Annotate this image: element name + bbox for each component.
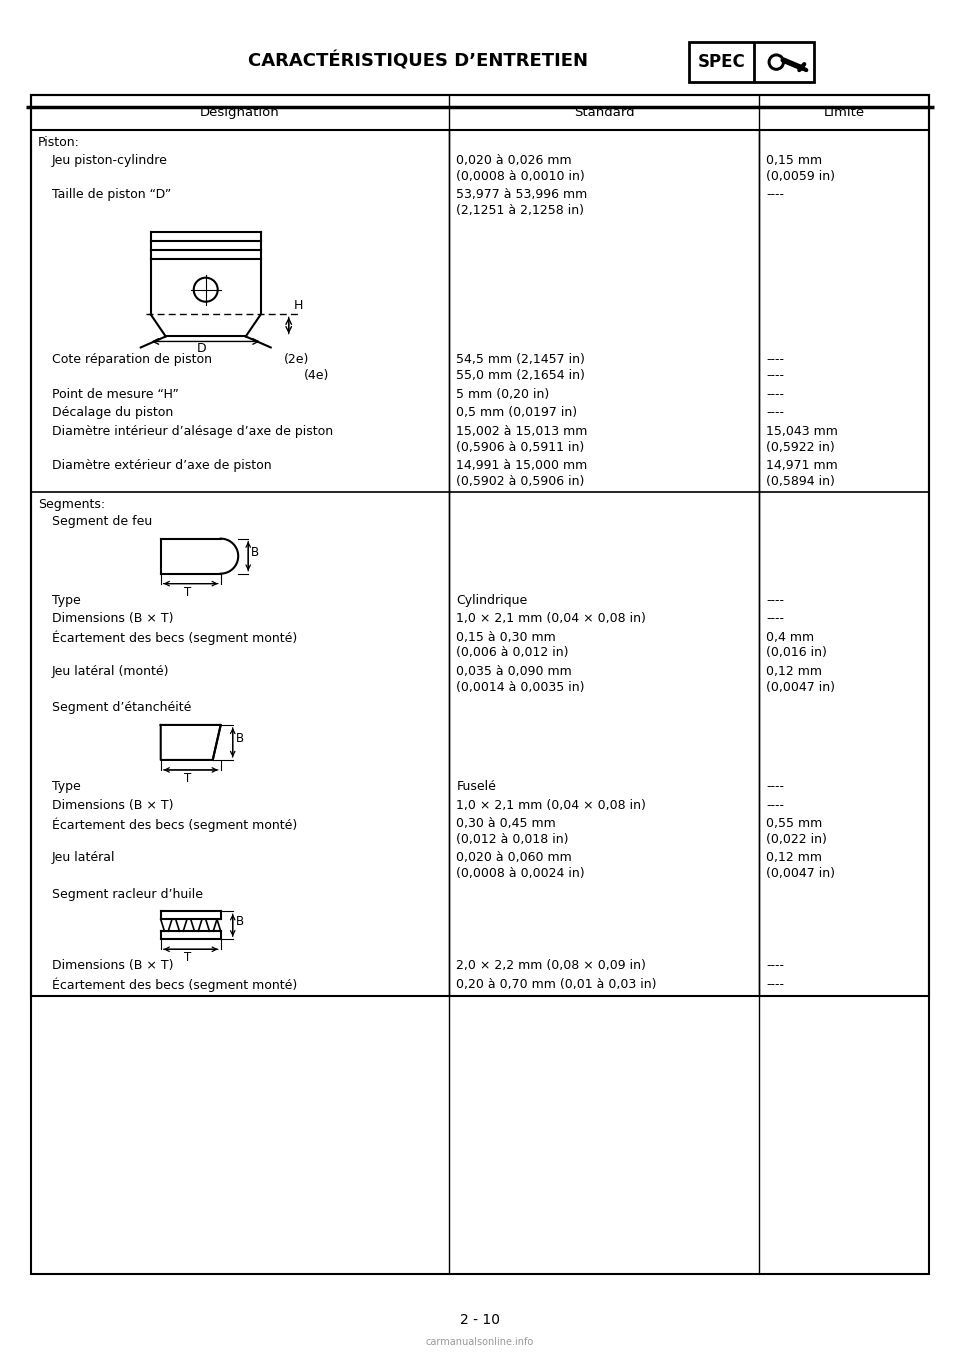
Text: 2,0 × 2,2 mm (0,08 × 0,09 in): 2,0 × 2,2 mm (0,08 × 0,09 in): [456, 959, 646, 972]
Text: 55,0 mm (2,1654 in): 55,0 mm (2,1654 in): [456, 369, 586, 382]
Text: Écartement des becs (segment monté): Écartement des becs (segment monté): [52, 818, 297, 831]
Text: (0,0047 in): (0,0047 in): [766, 866, 835, 880]
Text: SPEC: SPEC: [697, 53, 745, 71]
Text: 1,0 × 2,1 mm (0,04 × 0,08 in): 1,0 × 2,1 mm (0,04 × 0,08 in): [456, 612, 646, 625]
Text: ----: ----: [766, 959, 784, 972]
Text: Dimensions (B × T): Dimensions (B × T): [52, 799, 173, 812]
Text: ----: ----: [766, 779, 784, 793]
Text: 0,15 à 0,30 mm: 0,15 à 0,30 mm: [456, 631, 556, 644]
Text: T: T: [184, 771, 191, 785]
Text: H: H: [294, 300, 303, 312]
Text: 5 mm (0,20 in): 5 mm (0,20 in): [456, 387, 549, 401]
Text: Taille de piston “D”: Taille de piston “D”: [52, 189, 171, 201]
Text: 0,035 à 0,090 mm: 0,035 à 0,090 mm: [456, 665, 572, 678]
Text: 0,12 mm: 0,12 mm: [766, 665, 823, 678]
Text: Désignation: Désignation: [200, 106, 280, 120]
Text: 14,991 à 15,000 mm: 14,991 à 15,000 mm: [456, 459, 588, 473]
Text: 1,0 × 2,1 mm (0,04 × 0,08 in): 1,0 × 2,1 mm (0,04 × 0,08 in): [456, 799, 646, 812]
Text: Dimensions (B × T): Dimensions (B × T): [52, 959, 173, 972]
Circle shape: [771, 57, 781, 67]
Text: 0,020 à 0,026 mm: 0,020 à 0,026 mm: [456, 153, 572, 167]
Text: (2,1251 à 2,1258 in): (2,1251 à 2,1258 in): [456, 204, 585, 217]
Text: ----: ----: [766, 978, 784, 991]
Text: Segments:: Segments:: [37, 498, 105, 512]
Text: Type: Type: [52, 593, 81, 607]
Text: T: T: [184, 951, 191, 964]
Text: (2e): (2e): [284, 353, 309, 367]
Text: (0,5906 à 0,5911 in): (0,5906 à 0,5911 in): [456, 440, 585, 454]
Text: Limite: Limite: [824, 106, 865, 120]
Text: Jeu latéral: Jeu latéral: [52, 851, 115, 865]
Text: 0,12 mm: 0,12 mm: [766, 851, 823, 865]
Text: Décalage du piston: Décalage du piston: [52, 406, 173, 420]
Text: Segment d’étanchéité: Segment d’étanchéité: [52, 701, 191, 714]
Text: 0,5 mm (0,0197 in): 0,5 mm (0,0197 in): [456, 406, 577, 420]
Text: (0,0008 à 0,0010 in): (0,0008 à 0,0010 in): [456, 170, 585, 182]
Text: Cylindrique: Cylindrique: [456, 593, 528, 607]
Text: Type: Type: [52, 779, 81, 793]
Text: (0,5902 à 0,5906 in): (0,5902 à 0,5906 in): [456, 475, 585, 488]
Text: 54,5 mm (2,1457 in): 54,5 mm (2,1457 in): [456, 353, 586, 367]
Text: B: B: [236, 732, 244, 746]
Text: Piston:: Piston:: [37, 136, 80, 149]
Bar: [689, 42, 814, 81]
Text: (0,5922 in): (0,5922 in): [766, 440, 835, 454]
Text: 0,020 à 0,060 mm: 0,020 à 0,060 mm: [456, 851, 572, 865]
Text: Point de mesure “H”: Point de mesure “H”: [52, 387, 179, 401]
Text: 15,002 à 15,013 mm: 15,002 à 15,013 mm: [456, 425, 588, 437]
Text: ----: ----: [766, 353, 784, 367]
Text: (0,022 in): (0,022 in): [766, 832, 828, 846]
Text: 0,15 mm: 0,15 mm: [766, 153, 823, 167]
Text: 53,977 à 53,996 mm: 53,977 à 53,996 mm: [456, 189, 588, 201]
Text: Fuselé: Fuselé: [456, 779, 496, 793]
Text: (0,012 à 0,018 in): (0,012 à 0,018 in): [456, 832, 568, 846]
Text: Diamètre intérieur d’alésage d’axe de piston: Diamètre intérieur d’alésage d’axe de pi…: [52, 425, 333, 437]
Text: 14,971 mm: 14,971 mm: [766, 459, 838, 473]
Bar: [31, 95, 929, 1274]
Text: Dimensions (B × T): Dimensions (B × T): [52, 612, 173, 625]
Text: (0,0014 à 0,0035 in): (0,0014 à 0,0035 in): [456, 680, 585, 694]
Text: 0,30 à 0,45 mm: 0,30 à 0,45 mm: [456, 818, 556, 830]
Text: B: B: [252, 546, 259, 558]
Text: ----: ----: [766, 612, 784, 625]
Text: Écartement des becs (segment monté): Écartement des becs (segment monté): [52, 978, 297, 993]
Text: Jeu piston-cylindre: Jeu piston-cylindre: [52, 153, 168, 167]
Text: Standard: Standard: [574, 106, 635, 120]
Circle shape: [768, 54, 784, 71]
Text: (0,016 in): (0,016 in): [766, 646, 828, 660]
Text: 2 - 10: 2 - 10: [460, 1313, 500, 1327]
Text: Cote réparation de piston: Cote réparation de piston: [52, 353, 212, 367]
Text: 0,55 mm: 0,55 mm: [766, 818, 823, 830]
Text: CARACTÉRISTIQUES D’ENTRETIEN: CARACTÉRISTIQUES D’ENTRETIEN: [248, 52, 588, 71]
Text: (0,006 à 0,012 in): (0,006 à 0,012 in): [456, 646, 568, 660]
Text: (0,0059 in): (0,0059 in): [766, 170, 835, 182]
Text: ----: ----: [766, 593, 784, 607]
Text: ----: ----: [766, 189, 784, 201]
Text: (4e): (4e): [303, 369, 329, 382]
Text: ----: ----: [766, 406, 784, 420]
Text: Diamètre extérieur d’axe de piston: Diamètre extérieur d’axe de piston: [52, 459, 272, 473]
Text: (0,0047 in): (0,0047 in): [766, 680, 835, 694]
Text: (0,0008 à 0,0024 in): (0,0008 à 0,0024 in): [456, 866, 585, 880]
Text: carmanualsonline.info: carmanualsonline.info: [426, 1336, 534, 1347]
Text: T: T: [184, 585, 191, 599]
Text: 0,20 à 0,70 mm (0,01 à 0,03 in): 0,20 à 0,70 mm (0,01 à 0,03 in): [456, 978, 657, 991]
Text: Segment racleur d’huile: Segment racleur d’huile: [52, 888, 203, 900]
Text: Segment de feu: Segment de feu: [52, 515, 152, 528]
Text: 15,043 mm: 15,043 mm: [766, 425, 838, 437]
Text: B: B: [236, 915, 244, 928]
Text: ----: ----: [766, 387, 784, 401]
Bar: [31, 95, 929, 997]
Text: ----: ----: [766, 369, 784, 382]
Text: D: D: [197, 342, 206, 356]
Text: 0,4 mm: 0,4 mm: [766, 631, 814, 644]
Text: ----: ----: [766, 799, 784, 812]
Text: Jeu latéral (monté): Jeu latéral (monté): [52, 665, 169, 678]
Text: (0,5894 in): (0,5894 in): [766, 475, 835, 488]
Text: Écartement des becs (segment monté): Écartement des becs (segment monté): [52, 631, 297, 645]
